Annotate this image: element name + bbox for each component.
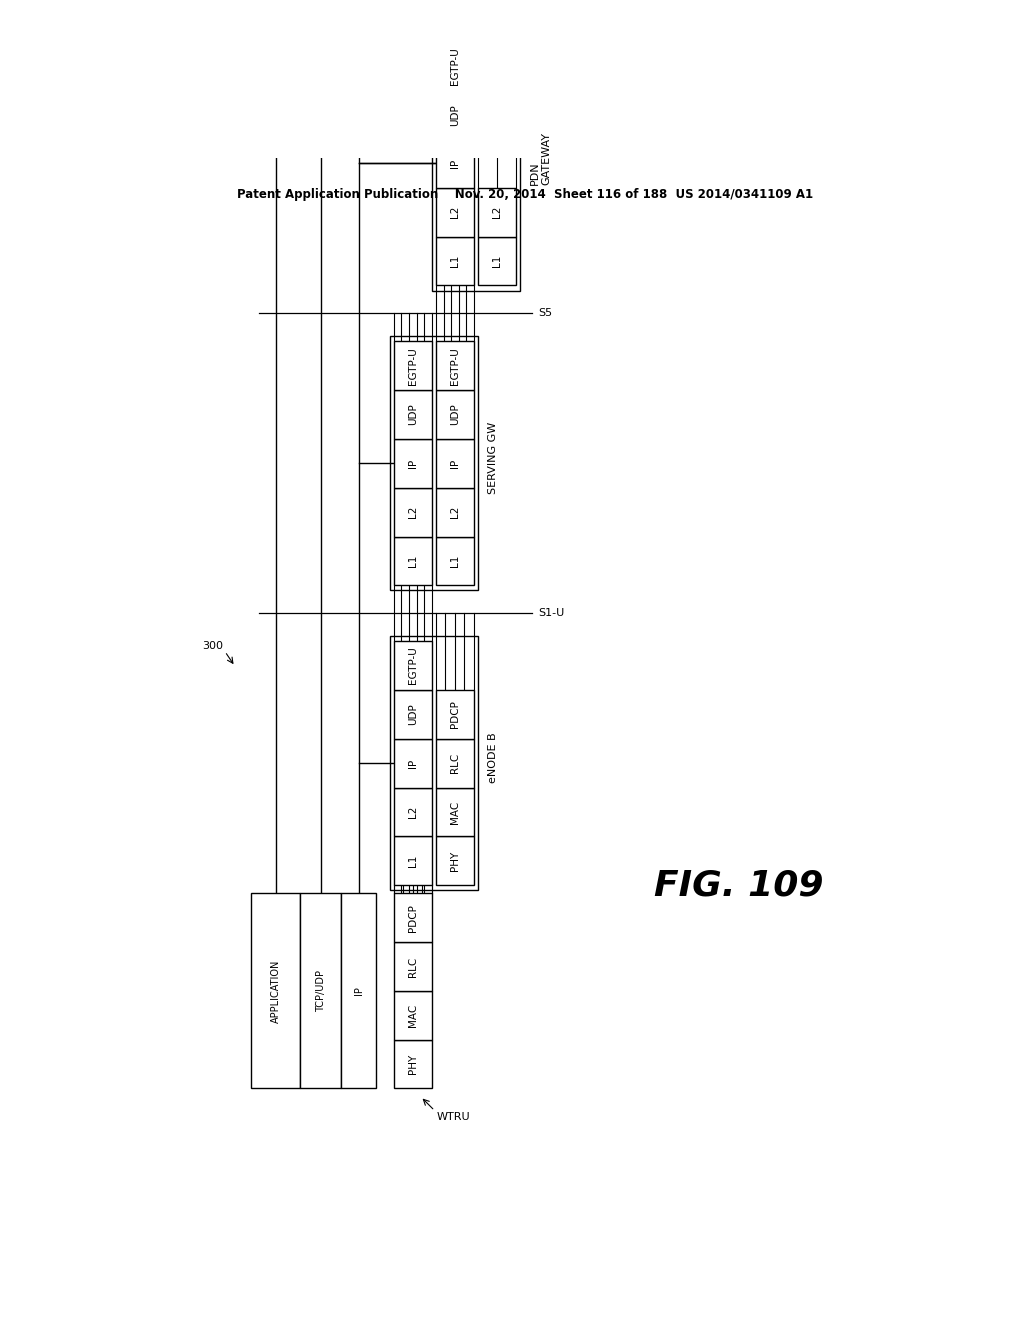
Text: SERVING GW: SERVING GW	[487, 422, 498, 495]
Bar	[436, 536, 474, 585]
Bar	[394, 739, 432, 788]
Bar	[394, 690, 432, 739]
Bar	[390, 337, 478, 590]
Text: eNODE B: eNODE B	[487, 733, 498, 783]
Text: MAC: MAC	[408, 1003, 418, 1027]
Bar	[436, 342, 474, 391]
Text: EGTP-U: EGTP-U	[450, 347, 460, 384]
Bar	[436, 440, 474, 487]
Text: L2: L2	[450, 206, 460, 218]
Text: APPLICATION: APPLICATION	[270, 960, 281, 1023]
Text: L1: L1	[450, 255, 460, 267]
Bar	[436, 487, 474, 536]
Text: IP: IP	[408, 759, 418, 768]
Text: EGTP-U: EGTP-U	[450, 48, 460, 84]
Text: L1: L1	[450, 554, 460, 568]
Text: S5: S5	[539, 309, 552, 318]
Text: L2: L2	[408, 805, 418, 818]
Bar	[436, 187, 474, 236]
Bar	[394, 837, 432, 886]
Bar	[390, 636, 478, 890]
Text: L1: L1	[408, 854, 418, 867]
Bar	[432, 37, 520, 290]
Bar	[436, 41, 474, 90]
Text: UDP: UDP	[408, 704, 418, 725]
Text: PDCP: PDCP	[450, 701, 460, 729]
Text: IP: IP	[354, 986, 364, 995]
Bar	[394, 894, 432, 942]
Bar	[436, 788, 474, 837]
Bar	[478, 187, 516, 236]
Text: PHY: PHY	[408, 1053, 418, 1074]
Bar	[394, 991, 432, 1040]
Text: Patent Application Publication    Nov. 20, 2014  Sheet 116 of 188  US 2014/03411: Patent Application Publication Nov. 20, …	[237, 189, 813, 202]
Bar	[394, 642, 432, 690]
Bar	[394, 487, 432, 536]
Bar	[436, 739, 474, 788]
Text: PHY: PHY	[450, 850, 460, 871]
Bar	[394, 788, 432, 837]
Bar	[436, 90, 474, 139]
Bar	[341, 894, 377, 1089]
Text: EGTP-U: EGTP-U	[408, 347, 418, 384]
Bar	[478, 236, 516, 285]
Text: 300: 300	[202, 642, 223, 651]
Text: UDP: UDP	[408, 404, 418, 425]
Bar	[436, 236, 474, 285]
Bar	[300, 894, 341, 1089]
Text: IP: IP	[450, 158, 460, 168]
Text: RLC: RLC	[450, 752, 460, 774]
Text: WTRU: WTRU	[436, 1111, 470, 1122]
Text: L2: L2	[450, 506, 460, 519]
Text: EGTP-U: EGTP-U	[408, 647, 418, 685]
Bar	[436, 139, 474, 187]
Text: L2: L2	[492, 206, 502, 218]
Bar	[394, 942, 432, 991]
Text: MAC: MAC	[450, 800, 460, 824]
Text: IP: IP	[450, 458, 460, 469]
Text: UDP: UDP	[450, 104, 460, 125]
Text: L2: L2	[408, 506, 418, 519]
Text: PDN
GATEWAY: PDN GATEWAY	[529, 132, 551, 185]
Text: L1: L1	[492, 255, 502, 267]
Bar	[394, 342, 432, 391]
Text: UDP: UDP	[450, 404, 460, 425]
Text: RLC: RLC	[408, 956, 418, 977]
Text: FIG. 109: FIG. 109	[654, 869, 824, 902]
Text: TCP/UDP: TCP/UDP	[315, 970, 326, 1012]
Bar	[436, 690, 474, 739]
Bar	[394, 536, 432, 585]
Bar	[436, 837, 474, 886]
Bar	[394, 1040, 432, 1089]
Text: IP: IP	[408, 458, 418, 469]
Bar	[394, 391, 432, 440]
Bar	[251, 894, 300, 1089]
Bar	[436, 391, 474, 440]
Text: L1: L1	[408, 554, 418, 568]
Text: PDCP: PDCP	[408, 904, 418, 932]
Bar	[394, 440, 432, 487]
Text: S1-U: S1-U	[539, 609, 564, 618]
